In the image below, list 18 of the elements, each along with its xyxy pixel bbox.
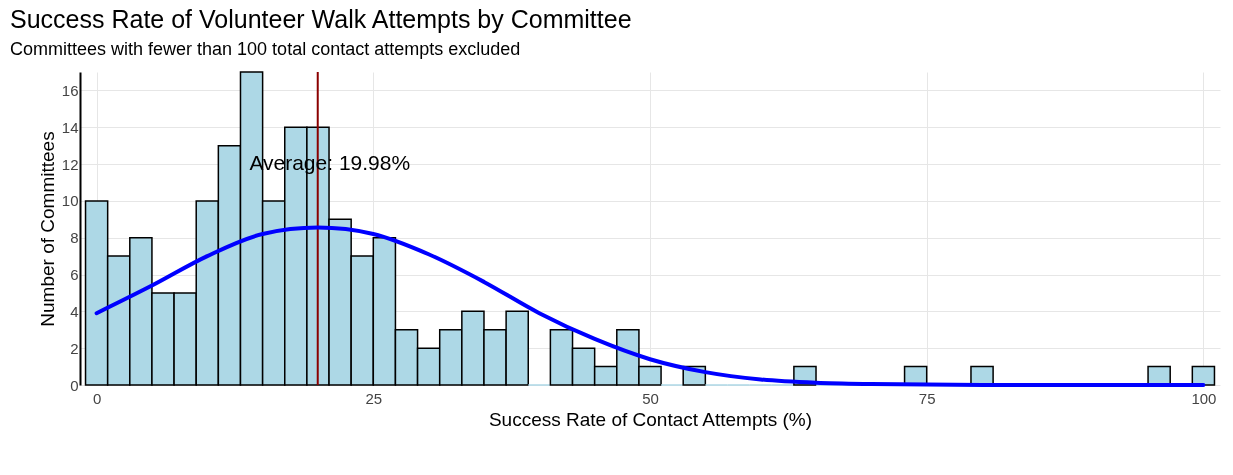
x-tick-label: 100	[1191, 389, 1217, 407]
y-tick-label: 10	[61, 192, 79, 210]
chart-subtitle: Committees with fewer than 100 total contact attempts excluded	[10, 39, 521, 59]
x-tick-label: 25	[365, 389, 383, 407]
y-tick-label: 6	[70, 266, 79, 284]
x-tick-label: 0	[92, 389, 102, 407]
y-tick-label: 0	[70, 376, 79, 394]
y-tick-label: 12	[61, 155, 79, 173]
x-tick-label: 75	[918, 389, 936, 407]
y-tick-label: 16	[61, 81, 79, 99]
x-axis-title: Success Rate of Contact Attempts (%)	[488, 408, 813, 430]
y-tick-label: 14	[61, 118, 79, 136]
y-tick-label: 2	[70, 339, 79, 357]
y-tick-label: 8	[70, 229, 79, 247]
x-tick-label: 50	[642, 389, 659, 407]
y-tick-label: 4	[70, 302, 79, 320]
y-axis-title: Number of Committees	[36, 131, 58, 327]
chart-title: Success Rate of Volunteer Walk Attempts by Committee	[10, 5, 632, 33]
